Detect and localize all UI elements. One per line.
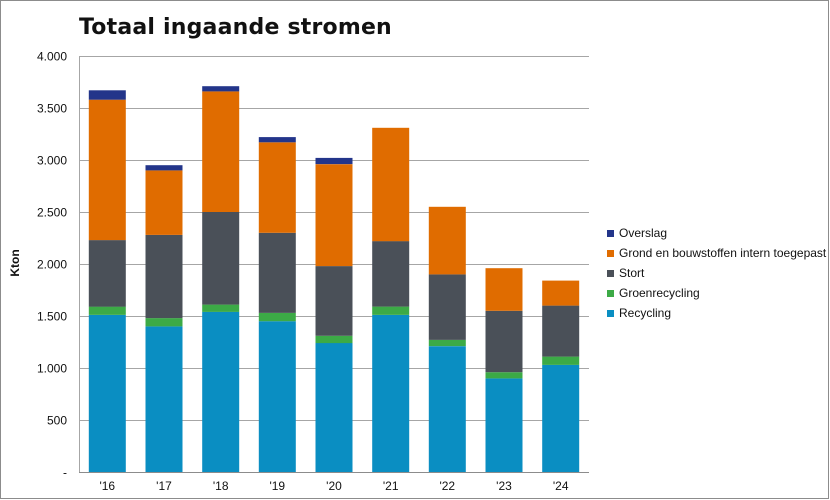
y-tick-label: 3.500: [37, 102, 67, 116]
bar-overslag: [258, 137, 296, 143]
bar-grond-en-bouwstoffen-intern-toegepast: [145, 170, 183, 235]
legend-item: Stort: [607, 263, 826, 283]
bar-grond-en-bouwstoffen-intern-toegepast: [542, 280, 580, 306]
bar-recycling: [258, 321, 296, 472]
bar-groenrecycling: [258, 312, 296, 322]
legend-label: Stort: [619, 266, 645, 280]
y-tick-label: 4.000: [37, 50, 67, 64]
bar-recycling: [485, 378, 523, 472]
chart-legend: Overslag Grond en bouwstoffen intern toeg…: [607, 223, 826, 323]
y-tick-label: 2.000: [37, 258, 67, 272]
x-tick-label: '16: [99, 479, 115, 493]
bar-stort: [258, 232, 296, 313]
bar-overslag: [202, 86, 240, 92]
x-tick-label: '24: [553, 479, 569, 493]
legend-swatch: [607, 229, 614, 237]
bar-recycling: [372, 315, 410, 472]
x-tick-label: '23: [496, 479, 512, 493]
x-tick-label: '19: [269, 479, 285, 493]
bar-overslag: [315, 157, 353, 165]
y-tick-label: 1.000: [37, 362, 67, 376]
bar-grond-en-bouwstoffen-intern-toegepast: [372, 127, 410, 242]
legend-item: Recycling: [607, 303, 826, 323]
bar-stort: [372, 241, 410, 307]
x-tick-label: '21: [383, 479, 399, 493]
bar-grond-en-bouwstoffen-intern-toegepast: [202, 91, 240, 212]
legend-item: Groenrecycling: [607, 283, 826, 303]
legend-label: Recycling: [619, 306, 672, 320]
bar-overslag: [145, 165, 183, 171]
legend-label: Groenrecycling: [619, 286, 700, 300]
legend-swatch: [607, 289, 614, 297]
y-tick-label: -: [63, 466, 67, 480]
bar-groenrecycling: [88, 306, 126, 315]
bar-stort: [428, 274, 466, 340]
bar-stort: [315, 266, 353, 336]
bar-groenrecycling: [145, 318, 183, 327]
bar-grond-en-bouwstoffen-intern-toegepast: [428, 206, 466, 275]
x-tick-label: '18: [213, 479, 229, 493]
bar-grond-en-bouwstoffen-intern-toegepast: [258, 142, 296, 233]
bar-recycling: [428, 346, 466, 472]
y-tick-label: 1.500: [37, 310, 67, 324]
bar-groenrecycling: [202, 304, 240, 312]
bar-groenrecycling: [428, 339, 466, 347]
bar-stort: [88, 240, 126, 307]
bar-groenrecycling: [315, 335, 353, 344]
chart-title: Totaal ingaande stromen: [79, 15, 392, 40]
bar-groenrecycling: [372, 306, 410, 315]
bar-recycling: [202, 311, 240, 472]
bar-stort: [485, 310, 523, 373]
bar-recycling: [145, 326, 183, 472]
bar-grond-en-bouwstoffen-intern-toegepast: [315, 164, 353, 267]
legend-item: Overslag: [607, 223, 826, 243]
x-tick-label: '20: [326, 479, 342, 493]
bar-stort: [542, 305, 580, 357]
legend-swatch: [607, 249, 614, 257]
y-tick-label: 500: [47, 414, 67, 428]
legend-label: Overslag: [619, 226, 668, 240]
bar-groenrecycling: [485, 372, 523, 379]
bar-stort: [145, 234, 183, 319]
bar-overslag: [88, 90, 126, 100]
bar-stort: [202, 212, 240, 305]
bar-recycling: [88, 315, 126, 472]
bar-recycling: [542, 364, 580, 472]
legend-label: Grond en bouwstoffen intern toegepast: [619, 246, 827, 260]
legend-swatch: [607, 269, 614, 277]
x-tick-label: '22: [439, 479, 455, 493]
y-tick-label: 2.500: [37, 206, 67, 220]
x-tick-label: '17: [156, 479, 172, 493]
bar-recycling: [315, 343, 353, 472]
y-tick-label: 3.000: [37, 154, 67, 168]
bar-grond-en-bouwstoffen-intern-toegepast: [485, 268, 523, 311]
bar-grond-en-bouwstoffen-intern-toegepast: [88, 99, 126, 241]
legend-swatch: [607, 309, 614, 317]
legend-item: Grond en bouwstoffen intern toegepast: [607, 243, 826, 263]
bar-groenrecycling: [542, 356, 580, 365]
